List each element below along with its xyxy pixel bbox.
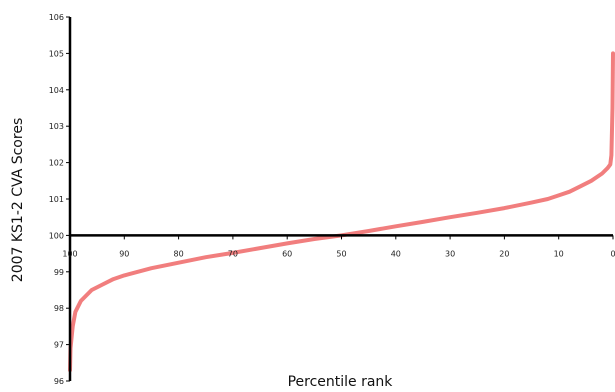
y-tick-label-96: 96	[54, 377, 64, 386]
x-axis-title: Percentile rank	[288, 374, 394, 390]
x-tick-label-70: 70	[228, 249, 238, 258]
y-tick-label-97: 97	[54, 341, 64, 350]
x-tick-label-10: 10	[554, 249, 564, 258]
x-tick-label-50: 50	[336, 249, 346, 258]
y-tick-label-106: 106	[49, 13, 64, 22]
y-axis-title: 2007 KS1-2 CVA Scores	[10, 118, 26, 282]
y-tick-label-103: 103	[49, 122, 64, 131]
x-tick-label-100: 100	[62, 249, 77, 258]
y-tick-label-99: 99	[54, 268, 64, 277]
series-line-0	[68, 51, 615, 373]
y-tick-label-101: 101	[49, 195, 64, 204]
x-tick-label-0: 0	[610, 249, 615, 258]
y-tick-label-104: 104	[49, 86, 64, 95]
x-tick-label-40: 40	[391, 249, 401, 258]
y-tick-label-98: 98	[54, 304, 64, 313]
plot-area	[68, 51, 615, 373]
x-tick-label-90: 90	[119, 249, 129, 258]
y-tick-label-102: 102	[49, 159, 64, 168]
x-tick-label-80: 80	[174, 249, 184, 258]
x-tick-label-20: 20	[499, 249, 509, 258]
x-tick-label-30: 30	[445, 249, 455, 258]
x-tick-label-60: 60	[282, 249, 292, 258]
y-tick-label-105: 105	[49, 49, 64, 58]
y-tick-label-100: 100	[49, 231, 64, 240]
